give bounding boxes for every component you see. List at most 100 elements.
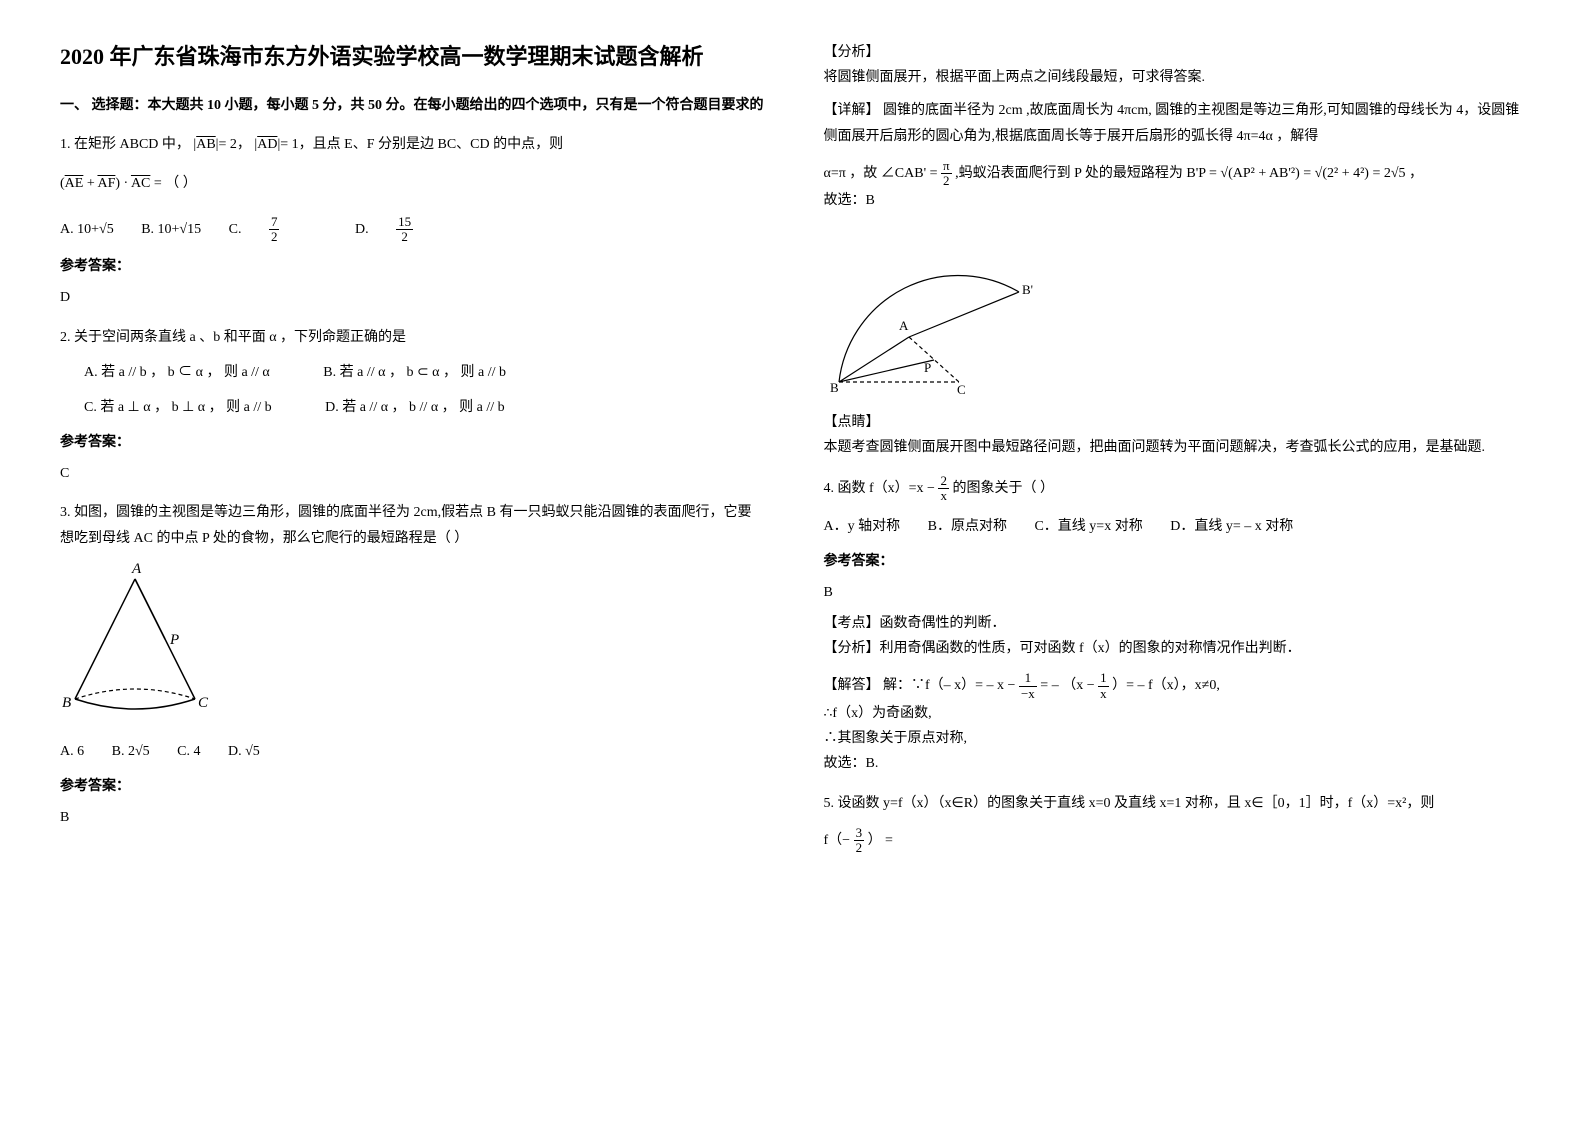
q4-kd-label: 【考点】: [824, 616, 880, 631]
q1-optD-pre: D.: [355, 217, 369, 242]
q4-kd: 函数奇偶性的判断．: [880, 616, 1006, 631]
q1-ans: D: [60, 285, 764, 310]
q3-optC: C. 4: [177, 739, 200, 764]
q4-stem-a: 4. 函数 f（x）=x −: [824, 481, 939, 496]
q4-sol2: ∴f（x）为奇函数,: [824, 701, 1528, 726]
q3-detail2b: ,蚂蚁沿表面爬行到 P 处的最短路程为 B'P = √(AP² + AB'²) …: [955, 166, 1423, 181]
q1-AE: AE: [65, 176, 84, 191]
unfold-label-P: P: [924, 360, 931, 375]
q4-frac-den: x: [938, 489, 949, 503]
q4-sol-num1: 1: [1019, 671, 1037, 686]
q1-AD: AD: [257, 137, 277, 152]
q1-optB: B. 10+√15: [141, 217, 201, 242]
q4-optB: B．原点对称: [928, 514, 1007, 539]
q4-sol4: 故选：B.: [824, 751, 1528, 776]
q2-optC: C. 若 a ⊥ α ， b ⊥ α ， 则 a // b: [84, 395, 272, 420]
q4-optD: D．直线 y= – x 对称: [1170, 514, 1293, 539]
q4-kd-line: 【考点】函数奇偶性的判断．: [824, 611, 1528, 636]
q1-optC-num: 7: [269, 215, 280, 230]
q3-detail2: α=π ，故 ∠CAB' =: [824, 166, 942, 181]
q1-AF: AF: [97, 176, 115, 191]
q3-detail-label: 【详解】: [824, 103, 880, 118]
q4-an-label: 【分析】: [824, 641, 880, 656]
q1-optD: D. 15 2: [355, 215, 461, 245]
unfold-label-A: A: [899, 318, 909, 333]
q4-sol-label: 【解答】: [824, 678, 880, 693]
question-1: 1. 在矩形 ABCD 中， |AB|= 2， |AD|= 1，且点 E、F 分…: [60, 132, 764, 310]
q4-sol-frac2: 1 x: [1098, 671, 1109, 701]
q1-optD-den: 2: [396, 230, 413, 244]
q5-stem2a: f（−: [824, 833, 854, 848]
q5-frac-num: 3: [854, 826, 865, 841]
q4-sol-den1: −x: [1019, 687, 1037, 701]
q3-stem: 3. 如图，圆锥的主视图是等边三角形，圆锥的底面半径为 2cm,假若点 B 有一…: [60, 500, 764, 550]
q2-options-row1: A. 若 a // b ， b ⊂ α ， 则 a // α B. 若 a //…: [84, 360, 764, 385]
q1-optC-pre: C.: [229, 217, 242, 242]
q5-stem2b: ） =: [868, 833, 893, 848]
q3-detail2-frac: π 2: [941, 159, 952, 189]
q3-optB: B. 2√5: [112, 739, 150, 764]
q3-detail2-num: π: [941, 159, 952, 174]
q3-detail1: 圆锥的底面半径为 2cm ,故底面周长为 4πcm, 圆锥的主视图是等边三角形,…: [824, 103, 1520, 143]
q1-stem: 1. 在矩形 ABCD 中， |AB|= 2， |AD|= 1，且点 E、F 分…: [60, 132, 764, 157]
line-ABp: [909, 292, 1019, 337]
q1-stem-expr: (AE + AF) · AC = （ ）: [60, 171, 764, 196]
question-4: 4. 函数 f（x）=x − 2 x 的图象关于（ ） A．y 轴对称 B．原点…: [824, 474, 1528, 777]
q1-optD-frac: 15 2: [396, 215, 437, 245]
q4-ans-label: 参考答案：: [824, 549, 1528, 574]
q2-options-row2: C. 若 a ⊥ α ， b ⊥ α ， 则 a // b D. 若 a // …: [84, 395, 764, 420]
q4-sol-den2: x: [1098, 687, 1109, 701]
q4-an: 利用奇偶函数的性质，可对函数 f（x）的图象的对称情况作出判断．: [880, 641, 1301, 656]
q3-detail3: 故选：B: [824, 188, 1528, 213]
q1-optC-den: 2: [269, 230, 280, 244]
unfold-label-Bp: B': [1022, 282, 1033, 297]
q2-optD: D. 若 a // α ， b // α ， 则 a // b: [325, 395, 505, 420]
q2-ans-label: 参考答案：: [60, 430, 764, 455]
question-5: 5. 设函数 y=f（x）（x∈R）的图象关于直线 x=0 及直线 x=1 对称…: [824, 791, 1528, 856]
q4-frac: 2 x: [938, 474, 949, 504]
question-3: 3. 如图，圆锥的主视图是等边三角形，圆锥的底面半径为 2cm,假若点 B 有一…: [60, 500, 764, 830]
q3-ans: B: [60, 805, 764, 830]
cone-label-C: C: [198, 695, 209, 711]
q4-options: A．y 轴对称 B．原点对称 C．直线 y=x 对称 D．直线 y= – x 对…: [824, 514, 1528, 539]
q4-optA: A．y 轴对称: [824, 514, 901, 539]
cone-label-B: B: [62, 695, 71, 711]
cone-base-back: [75, 689, 195, 699]
q1-optD-num: 15: [396, 215, 413, 230]
q4-sol1b: = – （x −: [1040, 678, 1098, 693]
q3-analysis-label: 【分析】: [824, 40, 1528, 65]
q3-analysis: 将圆锥侧面展开，根据平面上两点之间线段最短，可求得答案.: [824, 65, 1528, 90]
q4-sol-num2: 1: [1098, 671, 1109, 686]
q4-an-line: 【分析】利用奇偶函数的性质，可对函数 f（x）的图象的对称情况作出判断．: [824, 636, 1528, 661]
line-BP: [839, 360, 934, 382]
section-header: 一、 选择题：本大题共 10 小题，每小题 5 分，共 50 分。在每小题给出的…: [60, 93, 764, 118]
q3-detail2-line: α=π ，故 ∠CAB' = π 2 ,蚂蚁沿表面爬行到 P 处的最短路程为 B…: [824, 159, 1528, 189]
unfold-label-C: C: [957, 382, 966, 397]
q1-optC: C. 7 2: [229, 215, 328, 245]
q5-stem: 5. 设函数 y=f（x）（x∈R）的图象关于直线 x=0 及直线 x=1 对称…: [824, 791, 1528, 816]
q4-sol-line1: 【解答】 解：∵f（– x）= – x − 1 −x = – （x − 1 x …: [824, 671, 1528, 701]
q1-stem-b: = 2，: [218, 137, 250, 152]
q3-optD: D. √5: [228, 739, 260, 764]
q5-frac: 3 2: [854, 826, 865, 856]
q3-optA: A. 6: [60, 739, 84, 764]
cone-label-A: A: [131, 561, 142, 577]
q4-sol-frac1: 1 −x: [1019, 671, 1037, 701]
q4-stem: 4. 函数 f（x）=x − 2 x 的图象关于（ ）: [824, 474, 1528, 504]
cone-label-P: P: [169, 632, 179, 648]
q1-stem-c: = 1，且点 E、F 分别是边 BC、CD 的中点，则: [280, 137, 563, 152]
q5-stem2: f（− 3 2 ） =: [824, 826, 1528, 856]
q3-detail2-den: 2: [941, 174, 952, 188]
q1-ans-label: 参考答案：: [60, 254, 764, 279]
cone-edge-left: [75, 579, 135, 699]
question-2: 2. 关于空间两条直线 a 、b 和平面 α ，下列命题正确的是 A. 若 a …: [60, 325, 764, 487]
q4-stem-b: 的图象关于（ ）: [952, 481, 1054, 496]
q1-optC-frac: 7 2: [269, 215, 304, 245]
q3-unfold-figure: A B C P B': [824, 222, 1044, 402]
q2-ans: C: [60, 461, 764, 486]
q2-stem: 2. 关于空间两条直线 a 、b 和平面 α ，下列命题正确的是: [60, 325, 764, 350]
q3-cone-figure: A P B C: [60, 559, 210, 729]
q1-AB: AB: [196, 137, 215, 152]
q4-frac-num: 2: [938, 474, 949, 489]
q4-sol1c: ）= – f（x），x≠0,: [1112, 678, 1220, 693]
